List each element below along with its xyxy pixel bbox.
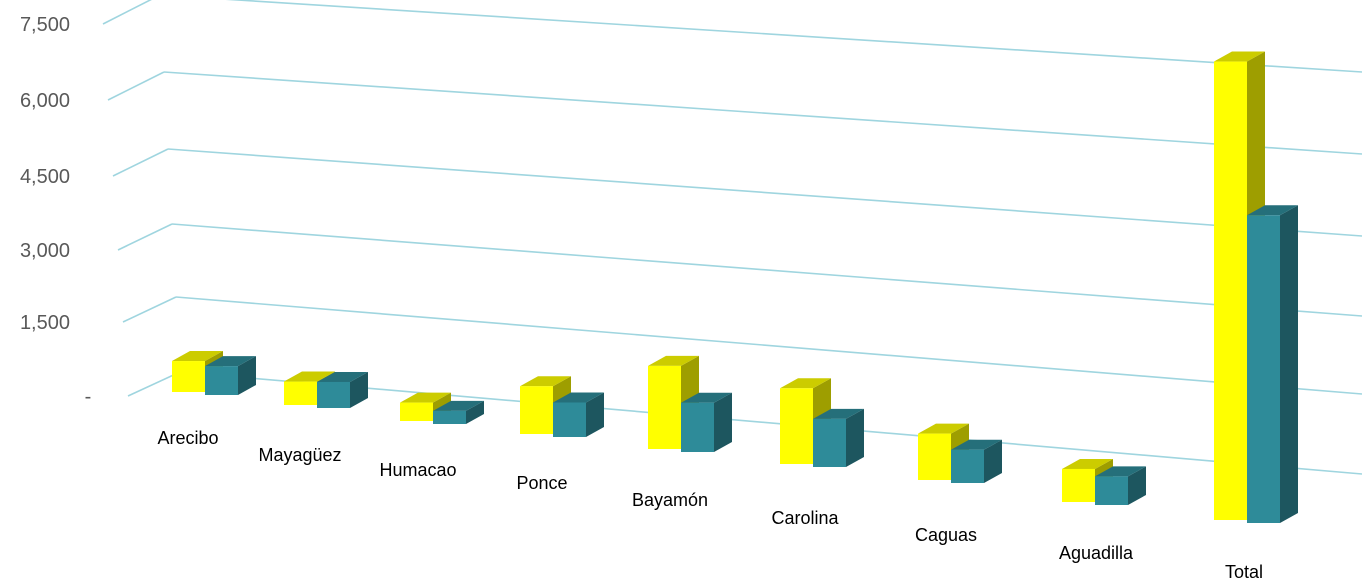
category-label: Total (1225, 562, 1263, 582)
category-label: Arecibo (157, 428, 218, 448)
bar-mayagüez-series-2 (317, 371, 368, 408)
y-tick-label: 6,000 (20, 90, 70, 112)
category-label: Aguadilla (1059, 543, 1134, 563)
bar-arecibo-series-2 (205, 356, 256, 395)
category-label: Carolina (771, 508, 839, 528)
gridline-front-1500 (122, 296, 177, 323)
bar-total-series-2 (1247, 205, 1298, 523)
gridlines (102, 0, 1362, 475)
y-axis-tick-labels: - 1,500 3,000 4,500 6,000 7,500 (20, 14, 91, 408)
gridline-3000 (171, 223, 1362, 317)
bar-caguas-series-2 (951, 439, 1002, 483)
y-tick-label: 4,500 (20, 166, 70, 188)
gridline-1500 (175, 296, 1362, 395)
gridline-front-0 (127, 371, 181, 397)
bar-ponce-series-2 (553, 392, 604, 437)
bar-ponce-series-1 (520, 376, 571, 434)
gridline-front-4500 (112, 148, 169, 177)
category-label: Ponce (516, 473, 567, 493)
bar-humacao-series-2 (433, 400, 484, 424)
gridline-4500 (167, 148, 1362, 237)
category-label: Bayamón (632, 490, 708, 510)
y-tick-label: 7,500 (20, 14, 70, 36)
bars (172, 51, 1298, 523)
gridline-7500 (225, 0, 1362, 73)
gridline-6000 (163, 71, 1362, 155)
category-label: Humacao (379, 460, 456, 480)
bar-carolina-series-2 (813, 408, 864, 467)
category-labels: Arecibo Mayagüez Humacao Ponce Bayamón Caroli… (157, 428, 1263, 582)
bar-aguadilla-series-2 (1095, 466, 1146, 505)
y-tick-label: - (85, 386, 92, 408)
gridline-front-7500 (102, 0, 152, 25)
y-tick-label: 3,000 (20, 240, 70, 262)
gridline-0 (179, 371, 1362, 475)
gridline-front-3000 (117, 223, 173, 251)
gridline-front-6000 (107, 71, 165, 101)
y-tick-label: 1,500 (20, 312, 70, 334)
category-label: Caguas (915, 525, 977, 545)
bar-bayamón-series-2 (681, 392, 732, 452)
category-label: Mayagüez (258, 445, 341, 465)
